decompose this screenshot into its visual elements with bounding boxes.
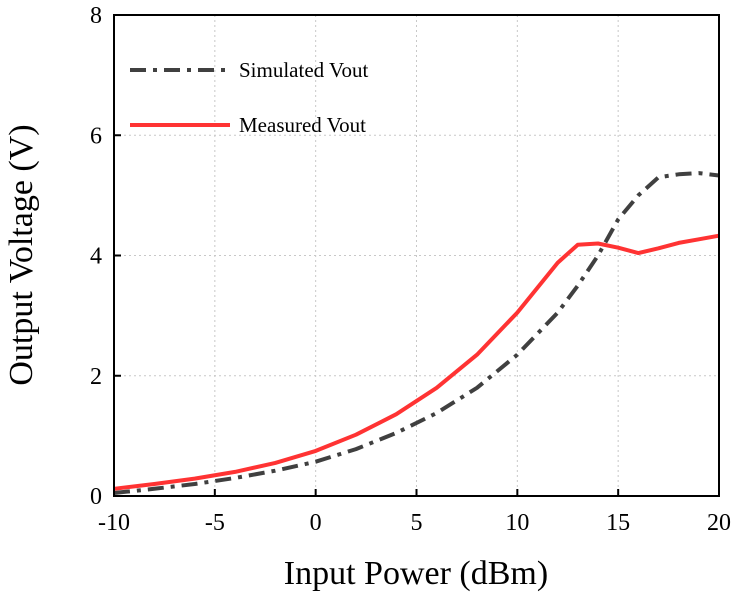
series-line-measured <box>113 233 720 491</box>
y-axis-title: Output Voltage (V) <box>3 124 40 385</box>
series-line-simulated <box>113 171 720 495</box>
ticks: -10 -5 0 5 10 15 20 0 2 4 6 8 <box>90 3 731 536</box>
x-tick-label: 10 <box>505 510 529 536</box>
legend-label-simulated: Simulated Vout <box>239 58 368 82</box>
series-lines <box>113 171 720 495</box>
grid <box>114 15 719 496</box>
x-tick-label: 15 <box>606 510 630 536</box>
y-tick-label: 2 <box>90 364 102 390</box>
y-tick-label: 6 <box>90 123 102 149</box>
x-tick-label: -10 <box>98 510 130 536</box>
x-tick-label: 5 <box>411 510 423 536</box>
y-tick-label: 8 <box>90 3 102 29</box>
legend: Simulated Vout Measured Vout <box>130 58 368 137</box>
y-tick-label: 0 <box>90 484 102 510</box>
y-tick-label: 4 <box>90 244 102 270</box>
x-axis-title: Input Power (dBm) <box>284 555 548 592</box>
x-tick-label: -5 <box>205 510 225 536</box>
x-tick-label: 20 <box>707 510 731 536</box>
x-tick-label: 0 <box>310 510 322 536</box>
legend-label-measured: Measured Vout <box>239 113 366 137</box>
